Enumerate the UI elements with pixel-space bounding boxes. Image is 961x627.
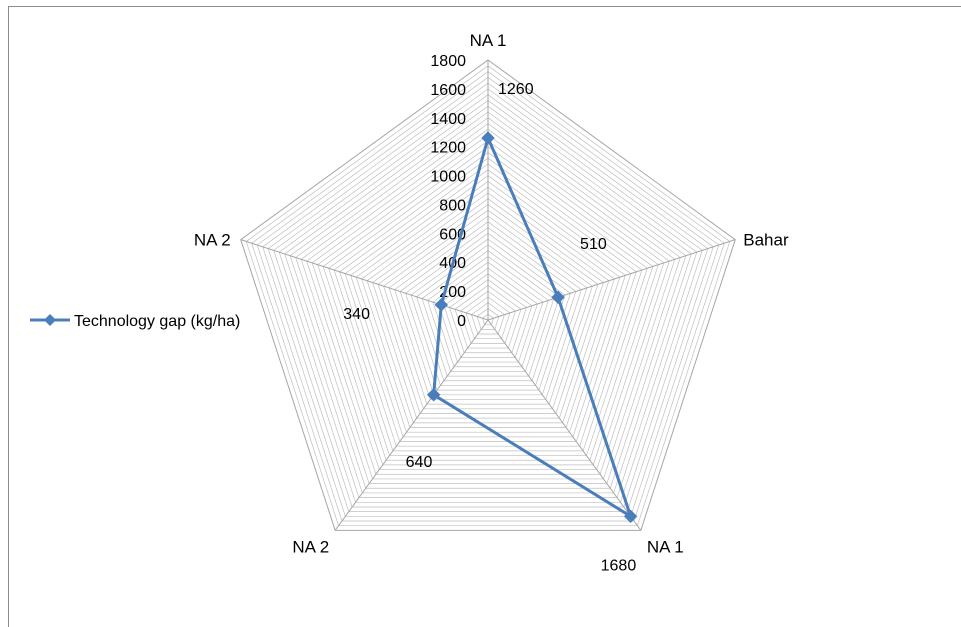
legend-label: Technology gap (kg/ha) (74, 313, 240, 330)
axis-layer (240, 60, 736, 531)
grid-ring (449, 279, 527, 354)
axis-spoke (487, 239, 736, 321)
grid-ring (339, 163, 637, 447)
data-labels: 1260 510 1680 640 340 (343, 81, 636, 574)
grid-ring (476, 308, 500, 330)
grid-ring (383, 209, 593, 410)
category-label: NA 2 (194, 231, 231, 250)
grid-ring (245, 65, 731, 527)
data-label: 1260 (498, 81, 534, 98)
grid-ring (454, 284, 522, 349)
radial-tick-label: 1800 (430, 53, 466, 70)
series-point-marker (481, 131, 495, 145)
category-label: NA 2 (292, 537, 329, 556)
radial-tick-label: 800 (439, 197, 466, 214)
grid-ring (388, 215, 588, 405)
grid-ring (344, 169, 632, 442)
axis-spoke (240, 239, 489, 321)
grid-ring (273, 94, 703, 503)
grid-ring (438, 267, 538, 363)
grid-ring (482, 313, 494, 326)
grid-ring (399, 227, 577, 396)
series-point-marker (623, 509, 638, 524)
grid-ring (443, 273, 533, 358)
grid-ring (355, 180, 621, 433)
radial-tick-label: 1600 (430, 82, 466, 99)
legend-marker (44, 314, 56, 326)
grid-ring (328, 152, 648, 456)
series-point-marker (434, 298, 449, 312)
series-point-marker (426, 388, 441, 402)
grid-ring (421, 250, 555, 377)
data-label: 510 (580, 236, 607, 253)
series-point-marker (551, 290, 565, 304)
grid-ring (465, 296, 511, 340)
grid-ring (300, 123, 676, 480)
grid-ring (311, 134, 665, 470)
grid-ring (278, 100, 698, 498)
grid-ring (295, 117, 681, 484)
axis-spoke (334, 319, 489, 531)
grid-ring (471, 302, 505, 335)
category-label: NA 1 (647, 537, 684, 556)
grid-ring (284, 105, 692, 494)
axis-spoke (487, 319, 642, 531)
grid-ring (366, 192, 610, 424)
radial-tick-label: 1400 (430, 111, 466, 128)
data-label: 640 (406, 454, 433, 471)
data-label: 1680 (601, 557, 637, 574)
radial-tick-label: 1200 (430, 140, 466, 157)
series-layer (426, 131, 638, 524)
grid-ring (289, 111, 687, 489)
radial-tick-label: 0 (457, 313, 466, 330)
radial-tick-label: 1000 (430, 169, 466, 186)
grid-ring (256, 76, 720, 517)
grid-ring (267, 88, 709, 508)
category-label: NA 1 (470, 31, 507, 50)
grid-ring (306, 128, 670, 475)
series-line (432, 136, 633, 518)
grid-ring (394, 221, 582, 400)
grid-ring (405, 232, 571, 391)
grid-ring (432, 261, 544, 368)
grid-ring (350, 175, 626, 438)
chart-frame (8, 6, 961, 627)
grid-ring (251, 71, 725, 522)
grid-ring (427, 256, 549, 372)
grid-ring (322, 146, 654, 461)
grid-ring (372, 198, 604, 419)
data-label: 340 (343, 306, 370, 323)
grid-ring (262, 82, 714, 512)
legend: Technology gap (kg/ha) (30, 313, 240, 330)
grid-ring (377, 204, 599, 414)
grid-ring (317, 140, 659, 466)
grid-ring (240, 59, 736, 531)
grid-ring (416, 244, 560, 382)
category-labels: NA 1 Bahar NA 1 NA 2 NA 2 (194, 31, 789, 556)
category-label: Bahar (743, 231, 789, 250)
grid-ring (460, 290, 516, 344)
grid-ring (333, 157, 643, 452)
